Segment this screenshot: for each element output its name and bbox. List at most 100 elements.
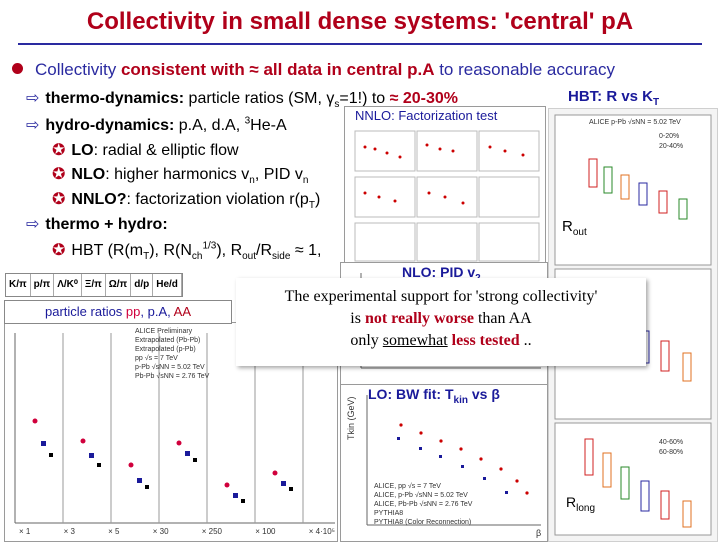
ratio-scale-3: × 30 [152,527,169,536]
bw-legend-0: ALICE, pp √s = 7 TeV [374,483,441,490]
lo-bw-legend: ALICE, pp √s = 7 TeV ALICE, p-Pb √sNN = … [374,482,472,527]
ratio-legend-1: Extrapolated (Pb-Pb) [135,337,201,344]
hydro-text: p.A, d.A, [174,117,245,134]
pr-label-aa: AA [173,304,191,319]
rout-label: Rout [562,218,587,238]
rout-text: R [562,218,573,235]
ratio-scale-4: × 250 [201,527,223,536]
overlay-line3-post: .. [519,332,532,349]
particle-ratio-legend: ALICE Preliminary Extrapolated (Pb-Pb) E… [135,327,209,381]
thermo-dyn-text2: =1!) to [339,90,390,107]
hbt-caption: ALICE p-Pb √sNN = 5.02 TeV [589,119,681,126]
lo-bw-plot [366,395,541,526]
nlo-sub2: n [302,175,309,187]
thermo-dyn-text: particle ratios (SM, γ [184,90,335,107]
ratio-scale-row: × 1 × 3 × 5 × 30 × 250 × 100 × 4·10⁵ [19,527,335,536]
statement-overlay: The experimental support for 'strong col… [236,278,646,366]
hbt-sup: 1/3 [202,240,217,252]
ratio-legend-3: pp √s = 7 TeV [135,355,178,362]
ratio-legend-0: ALICE Preliminary [135,328,193,335]
bullet-dot-icon [12,63,23,74]
nlo-label: NLO [71,166,106,183]
overlay-line-1: The experimental support for 'strong col… [284,288,598,305]
thermo-dyn-label: thermo-dynamics: [45,90,185,107]
ratio-legend-4: p-Pb √sNN = 5.02 TeV [135,364,205,371]
ratio-scale-1: × 3 [63,527,75,536]
rout-sub: out [572,227,587,238]
hbt-legend-2: 40-60% [659,439,684,446]
hbt-legend-0: 0-20% [659,133,680,140]
ratio-header-5: d/p [131,274,154,296]
thermo-dyn-highlight: ≈ 20-30% [389,90,458,107]
line-thermo-dynamics: ⇨ thermo-dynamics: particle ratios (SM, γ… [26,88,458,110]
nnlo-label: NNLO? [71,191,127,208]
lo-bw-panel [340,384,548,542]
ratio-scale-6: × 4·10⁵ [308,527,335,536]
ratio-legend-2: Extrapolated (p-Pb) [135,346,196,353]
bw-ylabel: Tkin (GeV) [346,396,356,440]
particle-ratios-label: particle ratios pp, p.A, AA [4,300,232,324]
ratio-scale-5: × 100 [255,527,276,536]
overlay-line3-underlined: somewhat [382,332,448,349]
check-icon: ✪ [52,242,66,259]
ratio-scale-2: × 5 [108,527,120,536]
ratio-header-6: He/d [153,274,182,296]
overlay-line-3: only somewhat less tested .. [236,330,646,352]
line-lo: ✪ LO: radial & elliptic flow [52,140,239,160]
hbt-text4: /R [256,242,273,259]
particle-ratio-header: K/π p/π Λ/K⁰ Ξ/π Ω/π d/p He/d [5,273,183,297]
overlay-line2-post: than AA [473,310,532,327]
arrow-icon: ⇨ [26,216,40,233]
pr-label-pp: pp [125,304,141,319]
nnlo-sub: T [308,200,315,212]
nlo-pid-text: NLO: PID v [402,264,476,280]
main-bullet-pre: Collectivity [35,60,121,79]
check-icon: ✪ [52,191,66,208]
thermo-hydro-label: thermo + hydro: [45,216,168,233]
lo-bw-text: LO: BW fit: T [368,386,454,402]
ratio-header-4: Ω/π [106,274,132,296]
hbt-sub4: side [272,251,291,263]
ratio-header-3: Ξ/π [82,274,106,296]
lo-bw-sub: kin [453,394,468,406]
overlay-line2-pre: is [350,310,365,327]
bw-legend-2: ALICE, Pb-Pb √sNN = 2.76 TeV [374,501,473,508]
lo-text: : radial & elliptic flow [93,142,239,159]
check-icon: ✪ [52,166,66,183]
lo-bw-tail: vs β [467,386,500,402]
title-rule [18,43,702,45]
line-hbt: ✪ HBT (R(mT), R(Nch1/3), Rout/Rside ≈ 1, [52,240,322,263]
overlay-line3-pre: only [350,332,383,349]
ratio-header-0: K/π [6,274,31,296]
overlay-line-2: is not really worse than AA [236,308,646,330]
slide-title: Collectivity in small dense systems: 'ce… [86,8,634,35]
hbt-sub3: out [242,251,257,263]
hbt-callout: HBT: R vs KT [568,88,659,108]
bw-legend-3: PYTHIA8 [374,510,404,517]
line-hydro-dynamics: ⇨ hydro-dynamics: p.A, d.A, 3He-A [26,115,287,135]
hydro-text2: He-A [250,117,287,134]
line-thermo-hydro: ⇨ thermo + hydro: [26,214,168,234]
hbt-text: HBT (R(m [71,242,144,259]
nnlo-plot [354,130,540,262]
rlong-sub: long [576,502,596,514]
hbt-sub1: T [143,251,150,263]
arrow-icon: ⇨ [26,117,40,134]
hydro-label: hydro-dynamics: [45,117,175,134]
lo-bw-callout: LO: BW fit: Tkin vs β [368,386,500,406]
hbt-text5: ≈ 1, [290,242,322,259]
ratio-scale-0: × 1 [19,527,31,536]
thermo-dyn-sub: s [334,99,340,111]
nlo-text: : higher harmonics v [105,166,250,183]
nnlo-text2: ) [314,191,321,208]
lo-label: LO [71,142,94,159]
arrow-icon: ⇨ [26,90,40,107]
pr-label-pre: particle ratios [45,304,126,319]
main-bullet: Collectivity consistent with ≈ all data … [12,60,615,80]
ratio-header-1: p/π [31,274,55,296]
bw-legend-1: ALICE, p-Pb √sNN = 5.02 TeV [374,492,468,499]
hydro-sup: 3 [244,115,251,127]
line-nnlo: ✪ NNLO?: factorization violation r(pT) [52,189,320,211]
hbt-text2: ), R(N [149,242,192,259]
hbt-callout-sub: T [653,97,660,108]
